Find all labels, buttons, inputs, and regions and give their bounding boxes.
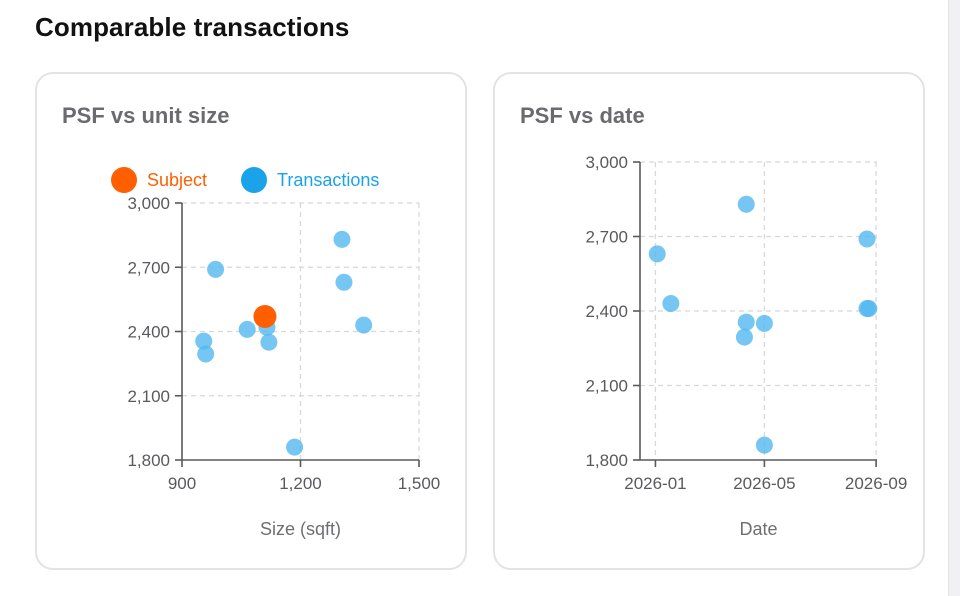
x-tick-label: 1,200 — [279, 474, 322, 493]
transaction-point — [860, 300, 878, 318]
y-tick-label: 2,100 — [127, 387, 170, 406]
transaction-point — [207, 260, 225, 278]
x-tick-label: 2026-05 — [733, 474, 795, 493]
scatter-chart-psf-vs-size: Subject Transactions 1,800 2,100 2,400 2,700 3… — [111, 167, 441, 539]
scrollbar-track[interactable] — [948, 0, 960, 596]
transaction-point — [755, 436, 773, 454]
x-axis-label: Date — [739, 519, 777, 539]
transaction-point — [858, 230, 876, 248]
x-axis-label: Size (sqft) — [260, 519, 341, 539]
transaction-point — [355, 316, 373, 334]
transaction-point — [755, 314, 773, 332]
transaction-point — [737, 313, 755, 331]
y-tick-label: 2,700 — [585, 228, 628, 247]
chart-legend: Subject Transactions — [111, 167, 379, 193]
gridlines — [182, 202, 420, 460]
y-tick-label: 2,400 — [585, 302, 628, 321]
chart-title: PSF vs unit size — [62, 103, 230, 128]
y-tick-label: 2,100 — [585, 377, 628, 396]
series-points — [648, 195, 878, 454]
transaction-point — [737, 195, 755, 213]
transaction-point — [662, 295, 680, 313]
transaction-point — [238, 320, 256, 338]
transaction-point — [335, 273, 353, 291]
x-tick-label: 900 — [168, 474, 196, 493]
x-tick-label: 1,500 — [398, 474, 441, 493]
series-subject — [253, 305, 277, 329]
transaction-point — [648, 245, 666, 263]
y-tick-label: 2,400 — [127, 323, 170, 342]
y-tick-label: 1,800 — [127, 451, 170, 470]
chart-title: PSF vs date — [520, 103, 645, 128]
transaction-point — [286, 438, 304, 456]
chart-card-psf-vs-size: PSF vs unit size Subject Transactions 1,80… — [35, 72, 467, 570]
y-tick-label: 3,000 — [585, 153, 628, 172]
transaction-point — [197, 345, 215, 363]
x-tick-label: 2026-09 — [845, 474, 907, 493]
gridlines — [640, 161, 877, 460]
y-tick-label: 2,700 — [127, 258, 170, 277]
scatter-chart-psf-vs-date: 1,800 2,100 2,400 2,700 3,000 2026-01 2026-05 2… — [585, 153, 907, 539]
transaction-point — [333, 230, 351, 248]
transaction-point — [260, 333, 278, 351]
transaction-point — [735, 328, 753, 346]
y-tick-label: 1,800 — [585, 451, 628, 470]
subject-point — [253, 305, 277, 329]
legend-label-subject: Subject — [147, 170, 207, 190]
legend-marker-subject — [111, 167, 137, 193]
series-transactions — [195, 230, 373, 456]
legend-marker-transactions — [241, 167, 267, 193]
legend-label-transactions: Transactions — [277, 170, 379, 190]
x-tick-label: 2026-01 — [624, 474, 686, 493]
chart-card-psf-vs-date: PSF vs date 1,800 2,100 2,400 2,700 3,000 202… — [493, 72, 925, 570]
transaction-point — [195, 332, 213, 350]
section-title: Comparable transactions — [35, 12, 350, 42]
y-tick-label: 3,000 — [127, 194, 170, 213]
